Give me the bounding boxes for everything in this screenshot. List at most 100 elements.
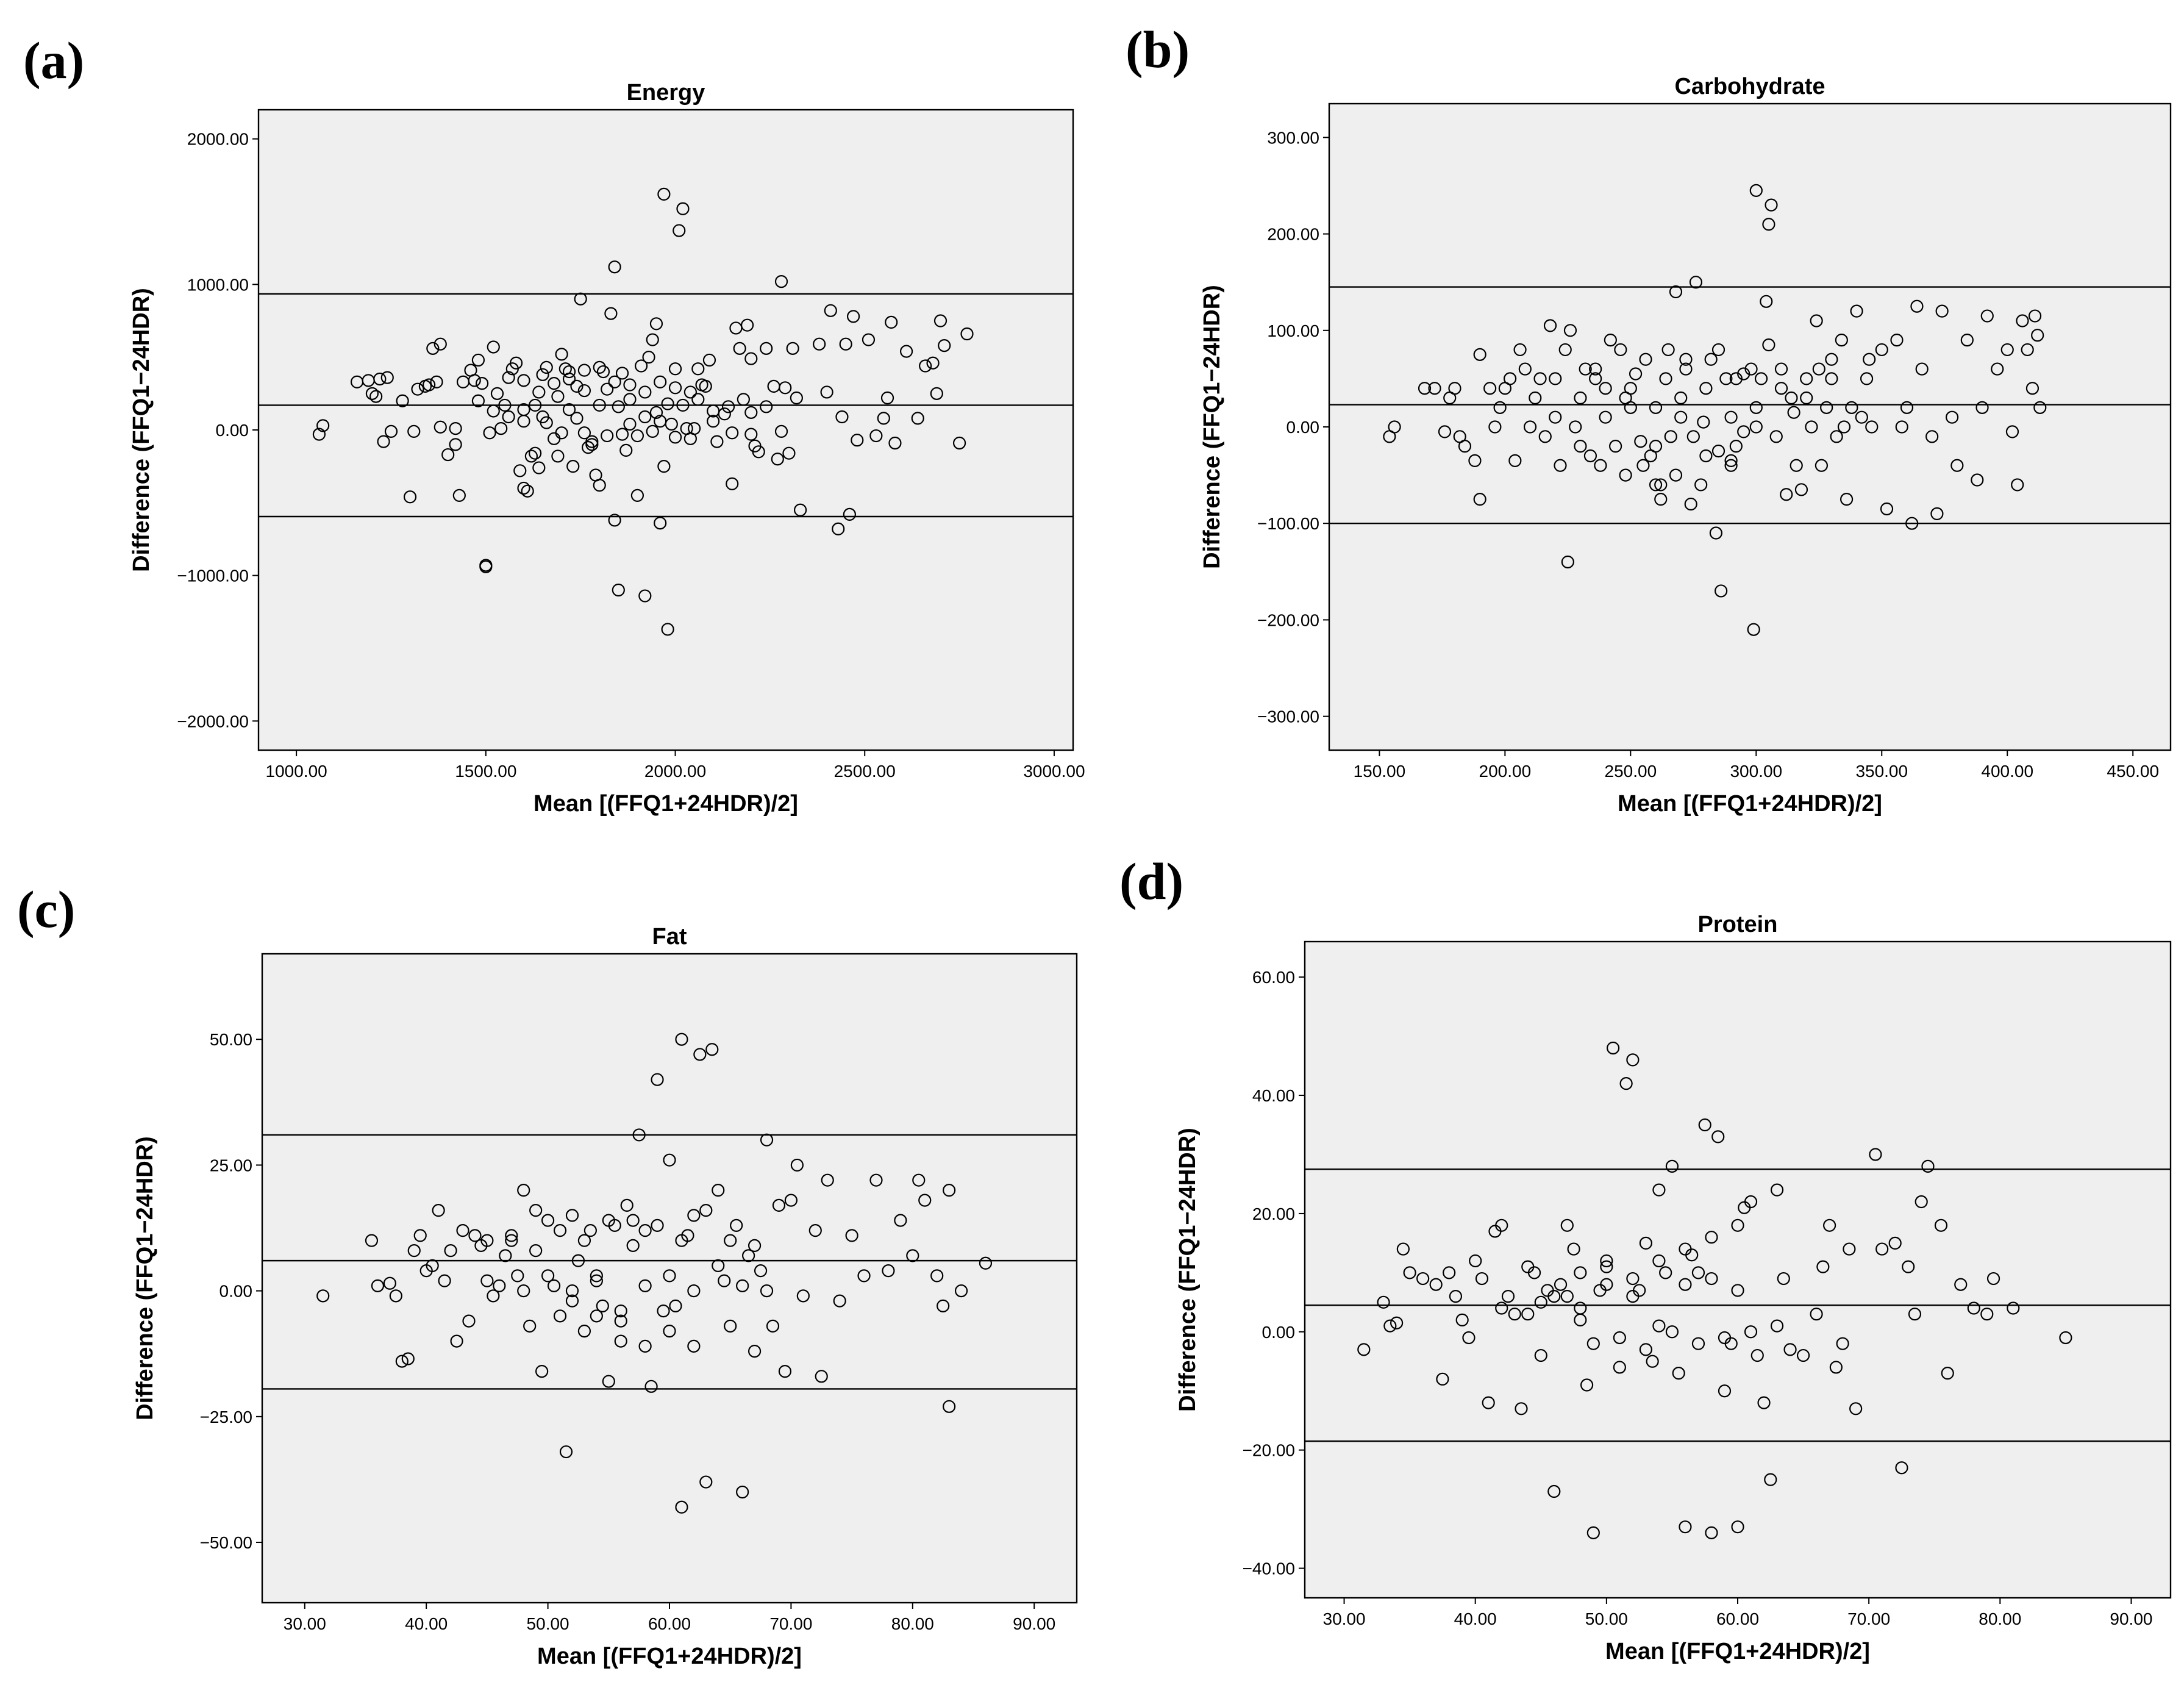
data-point <box>1586 1526 1600 1539</box>
data-point <box>675 1500 688 1514</box>
y-tick-label: −25.00 <box>200 1408 252 1426</box>
data-point <box>899 345 913 358</box>
x-tick-label: 30.00 <box>284 1614 326 1633</box>
data-point <box>619 443 633 457</box>
data-point <box>1930 507 1944 520</box>
data-point <box>1626 1272 1640 1286</box>
data-point <box>911 412 924 425</box>
data-point <box>521 484 534 498</box>
data-point <box>724 1319 737 1333</box>
data-point <box>1800 372 1813 385</box>
data-point <box>1915 362 1929 376</box>
data-point <box>468 374 481 387</box>
data-point <box>744 406 758 419</box>
data-point <box>1865 420 1879 434</box>
data-point <box>450 1334 463 1348</box>
data-point <box>880 391 894 405</box>
data-point <box>1396 1242 1410 1256</box>
data-point <box>740 318 754 332</box>
x-tick-label: 1000.00 <box>266 762 327 781</box>
data-point <box>638 410 652 424</box>
data-point <box>1849 1402 1863 1415</box>
data-point <box>1462 1331 1476 1345</box>
data-point <box>1863 353 1876 366</box>
chart-title: Protein <box>1698 912 1778 937</box>
chart-title: Energy <box>627 80 705 106</box>
data-point <box>1850 304 1863 318</box>
data-point <box>1579 362 1592 376</box>
data-point <box>1830 430 1843 443</box>
data-point <box>1787 406 1800 419</box>
data-point <box>1388 420 1401 434</box>
chart-panel-3: (c) Fat 30.00 40.00 50.00 60.00 70.00 80.00 90.0… <box>17 880 1078 1669</box>
data-point <box>1986 1272 2000 1286</box>
y-tick-label: −2000.00 <box>177 712 249 731</box>
data-point <box>786 342 799 355</box>
y-tick-label: −200.00 <box>1257 610 1319 629</box>
data-point <box>760 400 773 413</box>
data-point <box>1503 372 1517 385</box>
data-point <box>1709 526 1722 540</box>
data-point <box>593 360 606 374</box>
data-point <box>673 224 686 237</box>
data-point <box>462 1314 476 1328</box>
data-point <box>1634 435 1647 448</box>
data-point <box>524 449 538 463</box>
data-point <box>1774 362 1788 376</box>
x-tick-label: 200.00 <box>1479 762 1532 781</box>
data-point <box>1560 1219 1574 1232</box>
data-point <box>602 1214 615 1227</box>
data-point <box>736 1485 749 1499</box>
data-point <box>1946 410 1959 424</box>
data-point <box>493 1279 506 1292</box>
data-point <box>654 415 667 428</box>
data-point <box>979 1256 993 1270</box>
data-point <box>532 385 546 399</box>
data-point <box>693 1048 707 1061</box>
data-point <box>523 1319 537 1333</box>
data-point <box>1665 1325 1679 1339</box>
data-point <box>548 377 561 390</box>
data-point <box>699 379 712 393</box>
data-point <box>565 1209 579 1222</box>
data-point <box>926 356 940 370</box>
data-point <box>577 363 591 377</box>
y-tick-label: 300.00 <box>1267 128 1319 147</box>
data-point <box>668 381 682 395</box>
data-point <box>562 372 576 386</box>
data-point <box>502 371 515 384</box>
data-point <box>562 403 576 417</box>
chart-title: Carbohydrate <box>1674 74 1825 99</box>
data-point <box>1495 1219 1508 1232</box>
data-point <box>1529 391 1542 405</box>
data-point <box>517 415 530 428</box>
data-point <box>744 428 758 441</box>
data-point <box>551 449 565 463</box>
data-point <box>691 393 705 406</box>
data-point <box>1731 1219 1744 1232</box>
data-point <box>614 1314 627 1328</box>
data-point <box>790 391 803 405</box>
data-point <box>2028 309 2042 323</box>
data-point <box>1699 449 1713 463</box>
data-point <box>1805 420 1818 434</box>
data-point <box>726 426 739 440</box>
data-point <box>1448 382 1461 395</box>
data-point <box>1567 1242 1580 1256</box>
data-point <box>1810 1308 1823 1321</box>
data-point <box>661 623 674 636</box>
data-point <box>1843 1242 1856 1256</box>
y-tick-label: 0.00 <box>1262 1323 1296 1342</box>
data-point <box>1737 425 1750 438</box>
data-point <box>1619 391 1632 405</box>
x-tick-label: 50.00 <box>527 1614 569 1633</box>
data-point <box>1750 1348 1764 1362</box>
data-point <box>1769 430 1783 443</box>
data-point <box>707 415 720 428</box>
data-point <box>737 393 750 406</box>
data-point <box>316 1289 330 1303</box>
data-point <box>511 1269 524 1283</box>
data-point <box>813 337 826 351</box>
plot-area <box>1304 940 2172 1599</box>
data-point <box>1649 440 1663 453</box>
